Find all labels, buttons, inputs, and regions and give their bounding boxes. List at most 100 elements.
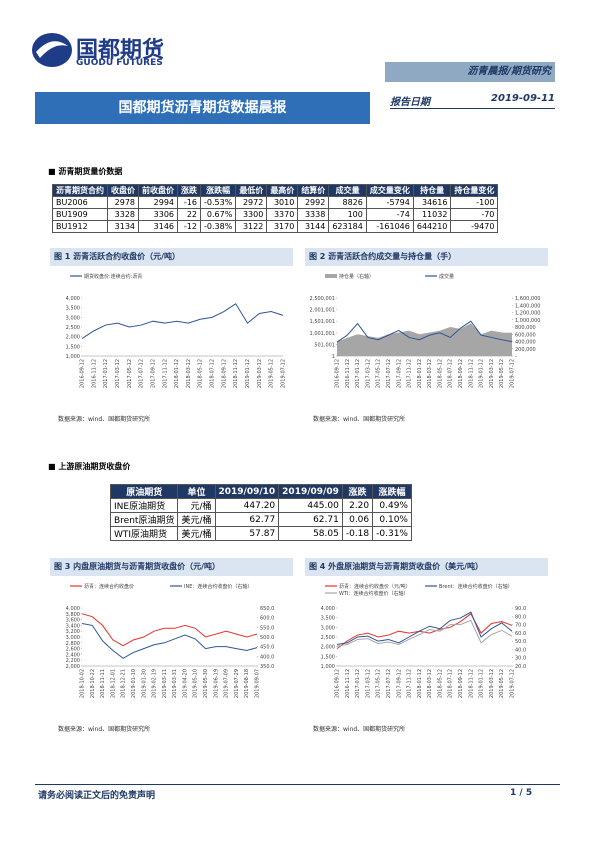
cell: 元/桶 (177, 498, 216, 513)
cell: -0.38% (199, 220, 237, 233)
cell: -5794 (365, 196, 414, 209)
x-tick-label: 2017-05-12 (127, 359, 133, 388)
y-tick-label: 3,000 (321, 625, 335, 631)
cell: 3338 (297, 208, 330, 221)
y2-tick-label: 1,000,000 (515, 318, 540, 324)
x-tick-label: 2019-01-30 (141, 669, 147, 698)
cell: -161046 (365, 220, 414, 233)
section-heading: ■ 上游原油期货收盘价 (48, 462, 131, 471)
legend-label: 成交量 (439, 273, 454, 280)
y2-tick-label: 80.0 (515, 614, 526, 620)
date-label: 报告日期 (390, 97, 430, 108)
y-tick-label: 1,500 (321, 654, 335, 660)
x-tick-label: 2019-05-12 (499, 669, 505, 698)
x-tick-label: 2019-07-29 (234, 669, 240, 698)
cell: 2978 (107, 196, 139, 209)
y-tick-label: 3,500 (321, 616, 335, 622)
x-tick-label: 2019-05-30 (203, 669, 209, 698)
line (336, 619, 513, 647)
x-tick-label: 2019-03-31 (172, 669, 178, 698)
y-tick-label: 3,600 (66, 618, 80, 624)
section-title: 沥青期货量价数据 (58, 167, 123, 176)
cell: 62.77 (214, 512, 280, 527)
x-tick-label: 2019-01-12 (245, 359, 251, 388)
x-tick-label: 2017-11-12 (162, 359, 168, 388)
x-tick-label: 2019-03-12 (489, 359, 495, 388)
header-cell: 涨跌 (341, 484, 374, 499)
x-tick-label: 2019-07-09 (224, 669, 230, 698)
header-cell: 原油期货 (109, 484, 179, 499)
x-tick-label: 2018-07-12 (210, 359, 216, 388)
x-tick-label: 2017-09-12 (150, 359, 156, 388)
header-cell: 涨跌 (177, 184, 201, 197)
header-cell: 持仓量 (412, 184, 452, 197)
cell: 2994 (138, 196, 178, 209)
y-tick-label: 2,500 (66, 325, 80, 331)
x-tick-label: 2019-05-12 (269, 359, 275, 388)
y2-tick-label: 600.0 (260, 616, 274, 622)
cell: 3134 (107, 220, 139, 233)
cell: BU1909 (52, 208, 108, 221)
legend-label: 持仓量（右轴） (339, 273, 374, 280)
cell: -16 (177, 196, 201, 209)
x-tick-label: 2018-07-12 (448, 669, 454, 698)
y-tick-label: 2,000 (321, 645, 335, 651)
x-tick-label: 2017-01-12 (355, 359, 361, 388)
cell: 3010 (266, 196, 299, 209)
cell: 3122 (235, 220, 268, 233)
x-tick-label: 2018-05-12 (437, 359, 443, 388)
header-cell: 前收盘价 (138, 184, 178, 197)
x-tick-label: 2016-11-12 (91, 359, 97, 388)
x-tick-label: 2017-07-12 (386, 669, 392, 698)
x-tick-label: 2019-07-12 (281, 359, 287, 388)
section-title: 上游原油期货收盘价 (58, 462, 131, 471)
line (81, 303, 284, 340)
x-tick-label: 2017-09-12 (396, 669, 402, 698)
cell: -0.53% (199, 196, 237, 209)
header-cell: 最高价 (266, 184, 299, 197)
chart-title: 图 3 内盘原油期货与沥青期货收盘价（元/吨） (50, 558, 293, 576)
x-tick-label: 2018-09-12 (458, 669, 464, 698)
y2-tick-label: 40.0 (515, 647, 526, 653)
cell: 0.10% (372, 512, 412, 527)
cell: 3370 (266, 208, 299, 221)
x-tick-label: 2017-11-12 (407, 359, 413, 388)
section-heading: ■ 沥青期货量价数据 (48, 167, 123, 176)
cell: 11032 (412, 208, 452, 221)
x-tick-label: 2018-07-12 (448, 359, 454, 388)
y2-tick-label: 1,400,000 (515, 303, 540, 309)
y2-tick-label: - (515, 354, 517, 360)
header-cell: 涨跌幅 (372, 484, 412, 499)
row: BU1912 3134 3146 -12 -0.38% 3122 3170 3144 62318… (52, 220, 499, 233)
cell: 447.20 (214, 498, 280, 513)
header-cell: 收盘价 (107, 184, 139, 197)
y-tick-label: 4,000 (66, 606, 80, 612)
x-tick-label: 2018-03-12 (427, 669, 433, 698)
cell: 58.05 (278, 526, 343, 541)
report-title: 国都期货沥青期货数据晨报 (35, 92, 370, 124)
x-tick-label: 2019-03-12 (489, 669, 495, 698)
cell: 57.87 (214, 526, 280, 541)
area (337, 323, 512, 356)
y2-tick-label: 800,000 (515, 325, 536, 331)
legend-label: 期货收盘价:连续合约:沥青 (84, 273, 142, 280)
x-tick-label: 2016-09-12 (335, 359, 341, 388)
header-cell: 涨跌幅 (199, 184, 237, 197)
table1: 沥青期货合约 收盘价 前收盘价 涨跌 涨跌幅 最低价 最高价 结算价 成交量 成交量变化 持仓量 持仓… (52, 184, 499, 233)
table1-wrap: 沥青期货合约 收盘价 前收盘价 涨跌 涨跌幅 最低价 最高价 结算价 成交量 成交量变化 持仓量 持仓… (52, 184, 499, 233)
x-tick-label: 2018-11-12 (468, 359, 474, 388)
x-tick-label: 2017-09-12 (396, 359, 402, 388)
x-tick-label: 2019-01-12 (479, 669, 485, 698)
chart-title: 图 2 沥青活跃合约成交量与持仓量（手） (305, 248, 548, 266)
header-cell: 最低价 (235, 184, 268, 197)
x-tick-label: 2018-03-12 (186, 359, 192, 388)
x-tick-label: 2019-09-07 (255, 669, 261, 698)
logo-cn: 国都期货 (76, 38, 165, 63)
y-tick-label: 3,200 (66, 629, 80, 635)
x-tick-label: 2018-09-12 (458, 359, 464, 388)
y-tick-label: 1 (332, 354, 335, 360)
x-tick-label: 2017-01-12 (355, 669, 361, 698)
legend-label: 沥青：连续合约收盘价 (84, 583, 134, 590)
cell: -9470 (450, 220, 499, 233)
